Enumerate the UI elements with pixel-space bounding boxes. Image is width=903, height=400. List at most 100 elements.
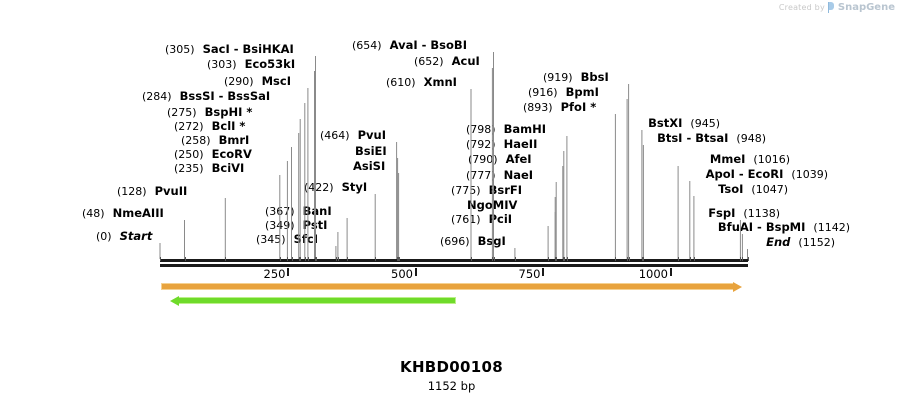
restriction-site-label[interactable]: (367) BanI <box>265 205 332 219</box>
restriction-site-label[interactable]: MmeI (1016) <box>710 153 790 167</box>
restriction-site-label[interactable]: (48) NmeAIII <box>82 207 164 221</box>
cut-site-mark <box>184 257 186 261</box>
site-enzyme-name: TsoI <box>718 182 744 196</box>
restriction-site-label[interactable]: ApoI - EcoRI (1039) <box>706 168 828 182</box>
site-enzyme-name: End <box>766 235 791 249</box>
site-position: (761) <box>451 213 481 226</box>
ruler-tick <box>542 268 545 276</box>
site-enzyme-name: FspI <box>708 206 736 220</box>
restriction-site-label[interactable]: (128) PvuII <box>117 184 188 199</box>
cut-site-mark <box>397 257 399 261</box>
restriction-site-label[interactable]: (761) PciI <box>451 212 513 227</box>
backbone-bottom-strand <box>160 264 748 267</box>
green-feature-arrow[interactable] <box>170 296 455 306</box>
restriction-site-label[interactable]: BfuAI - BspMI (1142) <box>718 221 850 235</box>
restriction-site-label[interactable]: (790) AfeI <box>468 152 532 167</box>
restriction-site-label[interactable]: (303) Eco53kI <box>207 58 295 72</box>
restriction-site-label[interactable]: (250) EcoRV <box>174 147 252 162</box>
cut-site-mark <box>291 257 293 261</box>
restriction-site-label[interactable]: (235) BciVI <box>174 161 245 176</box>
site-position: (235) <box>174 162 204 175</box>
site-position: (1142) <box>813 221 850 234</box>
site-position: (696) <box>440 235 470 248</box>
site-enzyme-name: BtsI - BtsaI <box>657 131 729 145</box>
site-position: (349) <box>265 219 295 232</box>
site-enzyme-name: PciI <box>488 212 513 226</box>
restriction-site-label[interactable]: (696) BsgI <box>440 235 506 249</box>
restriction-site-label[interactable]: (775) BsrFI <box>451 184 522 198</box>
cut-site-mark <box>471 257 472 261</box>
restriction-site-label[interactable]: (893) PfoI * <box>523 101 596 115</box>
cut-site-mark <box>337 257 339 261</box>
site-enzyme-name: EcoRV <box>211 147 252 161</box>
restriction-site-label[interactable]: BsiEI <box>355 145 387 158</box>
cut-site-mark <box>492 257 494 261</box>
ruler-tick-label: 250 <box>263 267 286 281</box>
restriction-site-label[interactable]: NgoMIV <box>467 199 517 212</box>
backbone-top-strand <box>160 259 748 262</box>
site-enzyme-name: BciVI <box>211 161 245 175</box>
restriction-site-label[interactable]: (284) BssSI - BssSaI <box>142 90 270 104</box>
restriction-site-label[interactable]: (272) BclI * <box>174 119 246 134</box>
site-position: (610) <box>386 76 416 89</box>
restriction-site-label[interactable]: (798) BamHI <box>466 123 546 137</box>
site-enzyme-name: HaeII <box>503 137 538 151</box>
site-enzyme-name: Start <box>119 229 153 243</box>
cut-site-mark <box>304 257 306 261</box>
restriction-site-label[interactable]: (652) AcuI <box>414 55 480 69</box>
restriction-site-label[interactable]: (290) MscI <box>224 75 291 89</box>
restriction-site-label[interactable]: (275) BspHI * <box>167 106 252 120</box>
cut-site-mark <box>740 257 742 261</box>
site-position: (919) <box>543 71 573 84</box>
restriction-site-label[interactable]: (919) BbsI <box>543 71 609 85</box>
ruler-tick <box>669 268 672 276</box>
cut-site-mark <box>493 257 495 261</box>
site-position: (1138) <box>743 207 780 220</box>
restriction-site-label[interactable]: (792) HaeII <box>466 137 538 152</box>
restriction-site-label[interactable]: BstXI (945) <box>648 117 720 131</box>
restriction-site-label[interactable]: AsiSI <box>353 160 385 173</box>
restriction-site-label[interactable]: (345) SfcI <box>256 233 318 247</box>
orange-feature-arrow[interactable] <box>162 282 742 292</box>
restriction-site-label[interactable]: TsoI (1047) <box>718 182 788 197</box>
restriction-site-label[interactable]: (422) StyI <box>304 181 367 195</box>
restriction-site-label[interactable]: (610) XmnI <box>386 76 457 90</box>
site-position: (945) <box>690 117 720 130</box>
restriction-site-label[interactable]: FspI (1138) <box>708 206 780 221</box>
restriction-site-label[interactable]: End (1152) <box>766 235 835 250</box>
cut-site-mark <box>563 257 565 261</box>
cut-site-mark <box>279 257 281 261</box>
site-enzyme-name: PvuII <box>154 184 188 198</box>
restriction-site-label[interactable]: (654) AvaI - BsoBI <box>352 39 467 53</box>
site-position: (290) <box>224 75 254 88</box>
restriction-site-label[interactable]: (777) NaeI <box>466 169 533 183</box>
site-enzyme-name: BclI * <box>211 119 246 133</box>
cut-site-mark <box>335 257 337 261</box>
site-position: (305) <box>165 43 195 56</box>
ruler-tick-label: 1000 <box>638 267 668 281</box>
site-enzyme-name: BpmI <box>565 85 599 99</box>
restriction-site-label[interactable]: (916) BpmI <box>528 85 599 100</box>
cut-site-mark <box>742 257 744 261</box>
site-position: (128) <box>117 185 147 198</box>
site-position: (345) <box>256 233 286 246</box>
construct-name: KHBD00108 <box>400 358 503 376</box>
site-position: (284) <box>142 90 172 103</box>
cut-site-mark <box>314 257 316 261</box>
snapgene-watermark: Created by SnapGene <box>779 2 895 13</box>
site-enzyme-name: PstI <box>302 218 328 232</box>
restriction-site-label[interactable]: (305) SacI - BsiHKAI <box>165 43 294 57</box>
site-position: (0) <box>96 230 112 243</box>
restriction-site-label[interactable]: (0) Start <box>96 229 153 244</box>
snapgene-flag-icon <box>827 2 835 13</box>
site-position: (367) <box>265 205 295 218</box>
cut-site-mark <box>398 257 400 261</box>
cut-site-mark <box>641 257 643 261</box>
restriction-site-label[interactable]: BtsI - BtsaI (948) <box>657 131 766 146</box>
restriction-site-label[interactable]: (349) PstI <box>265 218 328 233</box>
site-position: (303) <box>207 58 237 71</box>
restriction-site-label[interactable]: (258) BmrI <box>181 134 249 148</box>
site-position: (654) <box>352 39 382 52</box>
restriction-site-label[interactable]: (464) PvuI <box>320 129 386 143</box>
site-enzyme-name: AfeI <box>505 152 532 166</box>
